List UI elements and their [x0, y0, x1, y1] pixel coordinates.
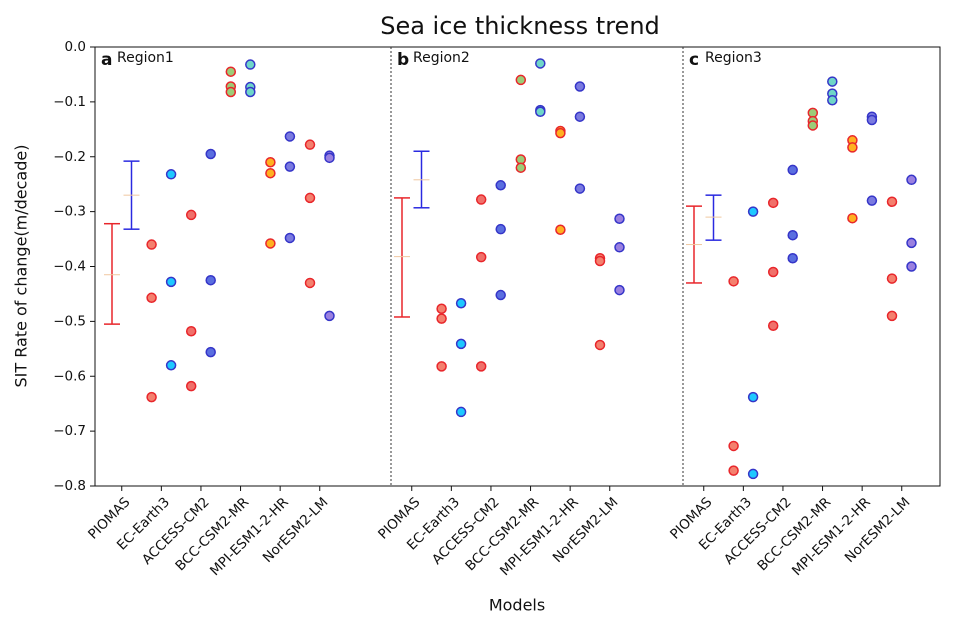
data-point	[728, 465, 739, 476]
data-point	[245, 59, 256, 70]
data-point	[245, 86, 256, 98]
data-point	[265, 156, 276, 168]
panel-letter: a	[101, 50, 112, 70]
y-tick-label: −0.1	[53, 94, 86, 110]
data-point	[847, 212, 858, 224]
data-point	[728, 440, 739, 452]
data-point	[455, 406, 467, 418]
data-point	[284, 131, 296, 142]
data-point	[728, 276, 739, 287]
x-axis-label: Models	[489, 596, 545, 615]
data-point	[767, 197, 779, 209]
data-point	[515, 74, 527, 86]
data-point	[574, 183, 586, 194]
data-point	[265, 167, 276, 179]
data-point	[304, 139, 316, 150]
data-point	[787, 253, 798, 264]
data-point	[436, 313, 447, 324]
data-point	[594, 255, 606, 267]
data-point	[436, 303, 447, 315]
data-point	[165, 360, 177, 371]
panel-letter: c	[689, 50, 699, 70]
data-point	[455, 338, 467, 350]
data-point	[436, 361, 447, 372]
y-tick-label: −0.8	[53, 478, 86, 494]
data-point	[146, 239, 157, 250]
data-point	[807, 120, 819, 131]
data-point	[886, 196, 898, 207]
data-point	[906, 174, 917, 186]
data-point	[284, 161, 296, 172]
data-point	[304, 277, 316, 289]
region-label: Region1	[117, 50, 174, 66]
data-point	[185, 326, 197, 337]
data-point	[866, 195, 878, 206]
data-point	[265, 238, 276, 249]
data-point	[614, 242, 625, 253]
data-point	[787, 164, 798, 176]
data-point	[747, 391, 759, 403]
data-point	[574, 111, 586, 122]
y-tick-label: −0.4	[53, 259, 86, 275]
data-point	[225, 66, 237, 77]
y-tick-label: −0.7	[53, 423, 86, 439]
data-point	[185, 209, 197, 221]
data-point	[165, 276, 177, 288]
data-point	[827, 76, 838, 87]
data-point	[594, 339, 606, 351]
data-point	[886, 273, 898, 284]
data-point	[475, 251, 487, 263]
data-point	[574, 81, 586, 92]
data-point	[185, 380, 197, 392]
panel-letter: b	[397, 50, 409, 70]
y-tick-label: −0.3	[53, 204, 86, 220]
data-point	[886, 310, 898, 322]
data-point	[324, 152, 335, 164]
data-point	[866, 114, 878, 126]
data-point	[165, 169, 177, 180]
data-point	[767, 320, 779, 332]
data-point	[475, 361, 487, 372]
data-point	[906, 237, 917, 249]
data-point	[146, 292, 157, 304]
data-point	[555, 127, 566, 139]
data-point	[847, 142, 858, 153]
data-point	[205, 274, 216, 286]
y-tick-label: −0.5	[53, 313, 86, 329]
y-tick-label: −0.6	[53, 368, 86, 384]
data-point	[614, 213, 625, 225]
data-point	[535, 106, 546, 118]
data-point	[455, 298, 467, 309]
data-point	[225, 86, 237, 98]
data-point	[495, 180, 506, 191]
data-point	[324, 310, 335, 322]
data-point	[495, 289, 506, 301]
region-label: Region3	[705, 50, 762, 66]
data-point	[515, 162, 527, 173]
region-label: Region2	[413, 50, 470, 66]
y-tick-label: −0.2	[53, 149, 86, 165]
y-axis-label: SIT Rate of change(m/decade)	[12, 145, 31, 388]
data-point	[767, 266, 779, 278]
data-point	[906, 261, 917, 272]
data-point	[495, 223, 506, 235]
y-tick-label: 0.0	[65, 39, 86, 55]
data-point	[787, 229, 798, 241]
data-point	[304, 192, 316, 204]
data-point	[475, 194, 487, 205]
data-point	[555, 224, 566, 235]
data-point	[747, 468, 759, 480]
data-point	[146, 391, 157, 403]
data-point	[614, 284, 625, 296]
data-point	[827, 94, 838, 106]
data-point	[205, 148, 216, 160]
data-point	[747, 206, 759, 217]
data-point	[284, 232, 296, 244]
chart-title: Sea ice thickness trend	[380, 12, 660, 40]
data-point	[535, 58, 546, 69]
data-point	[205, 346, 216, 358]
